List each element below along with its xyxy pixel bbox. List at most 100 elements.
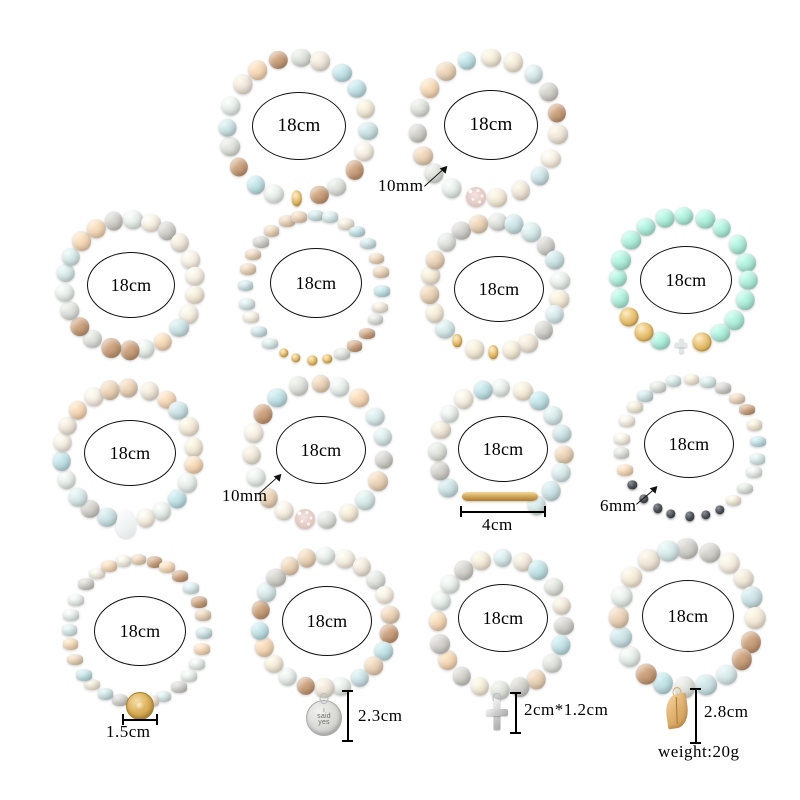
bead: [650, 331, 671, 350]
leader-line-10mm-top: [424, 163, 451, 188]
bead: [177, 473, 198, 494]
bead: [242, 445, 261, 465]
size-callout-r4c1: 18cm: [94, 596, 186, 666]
bead: [430, 634, 451, 655]
size-callout-r3c4: 18cm: [644, 410, 734, 478]
bead: [737, 482, 753, 495]
bead: [67, 653, 83, 666]
bead: [248, 60, 268, 80]
bead: [724, 310, 745, 330]
bead: [168, 401, 188, 420]
bead: [264, 184, 284, 204]
white-clover-stone: [116, 510, 137, 539]
bead: [526, 669, 546, 689]
bead: [380, 605, 400, 624]
bead: [53, 433, 72, 452]
bead: [245, 248, 262, 261]
bead: [627, 401, 644, 413]
bead: [529, 391, 550, 411]
bead: [513, 552, 533, 572]
bead: [268, 51, 288, 70]
bead: [119, 377, 138, 398]
gold-accent-bead: [619, 307, 639, 327]
bead: [345, 159, 364, 180]
bead: [452, 667, 472, 686]
bead: [608, 268, 627, 287]
bead: [135, 339, 155, 359]
bead: [278, 215, 295, 228]
bead: [100, 380, 120, 400]
bead: [736, 253, 757, 273]
bead: [550, 271, 570, 290]
bead: [608, 606, 629, 628]
bead: [487, 188, 508, 208]
bead: [430, 461, 450, 481]
bead-ring: [250, 546, 400, 699]
bead: [358, 121, 379, 141]
bead: [454, 560, 474, 580]
bead: [750, 435, 767, 448]
disc-charm-line-3: yes: [318, 719, 330, 727]
size-callout-r3c1: 18cm: [84, 420, 176, 486]
bead: [97, 508, 118, 527]
bead: [247, 175, 266, 195]
gold-spacer-bead: [322, 354, 333, 364]
size-callout-r4c4: 18cm: [642, 580, 734, 652]
mini-cross-bead: [674, 338, 688, 354]
bead: [152, 502, 171, 521]
bead: [365, 407, 385, 426]
bead: [438, 478, 459, 498]
bead: [244, 423, 264, 443]
bead: [262, 337, 278, 350]
dimension-1-5cm-bracket: [122, 714, 158, 725]
bead: [502, 340, 522, 360]
bead: [555, 445, 574, 464]
bead: [452, 221, 471, 240]
bead: [218, 118, 237, 138]
bead: [440, 404, 460, 423]
bead: [367, 313, 384, 326]
bead: [247, 468, 266, 487]
bead: [101, 560, 117, 572]
size-callout-r4c3: 18cm: [458, 584, 548, 652]
bead: [549, 290, 569, 309]
bead: [352, 557, 372, 577]
bead: [338, 218, 354, 230]
bead: [59, 300, 80, 321]
bead: [170, 232, 190, 253]
bead: [372, 301, 388, 314]
annotation-2-8cm: 2.8cm: [704, 702, 749, 721]
charm-bail: [319, 693, 329, 704]
bead: [725, 494, 742, 507]
bead: [504, 214, 524, 235]
bead-ring: [428, 548, 575, 700]
bead: [185, 286, 205, 305]
bead: [137, 508, 156, 528]
bead: [308, 209, 324, 222]
bead: [536, 236, 555, 256]
bead: [610, 626, 632, 648]
bead: [373, 642, 394, 661]
bead: [636, 663, 657, 685]
bracelet-r1c2: 18cm: [408, 48, 569, 208]
bead: [130, 553, 147, 566]
bead: [355, 490, 375, 511]
bead: [183, 582, 199, 594]
hematite-bead: [639, 494, 649, 504]
bead: [471, 551, 492, 571]
bead: [488, 212, 508, 231]
bead: [731, 648, 753, 670]
leaf-charm-face: [663, 692, 691, 730]
bead: [619, 415, 635, 428]
bead: [420, 78, 440, 98]
bead: [332, 63, 353, 83]
bead: [140, 381, 159, 401]
bead: [493, 548, 513, 567]
size-callout-r2c3: 18cm: [454, 256, 544, 322]
bead: [420, 266, 441, 285]
bead: [521, 222, 541, 243]
dimension-2x1-2cm-bracket: [510, 692, 521, 734]
bead: [84, 678, 101, 691]
bead: [61, 248, 80, 267]
bead: [78, 578, 94, 590]
